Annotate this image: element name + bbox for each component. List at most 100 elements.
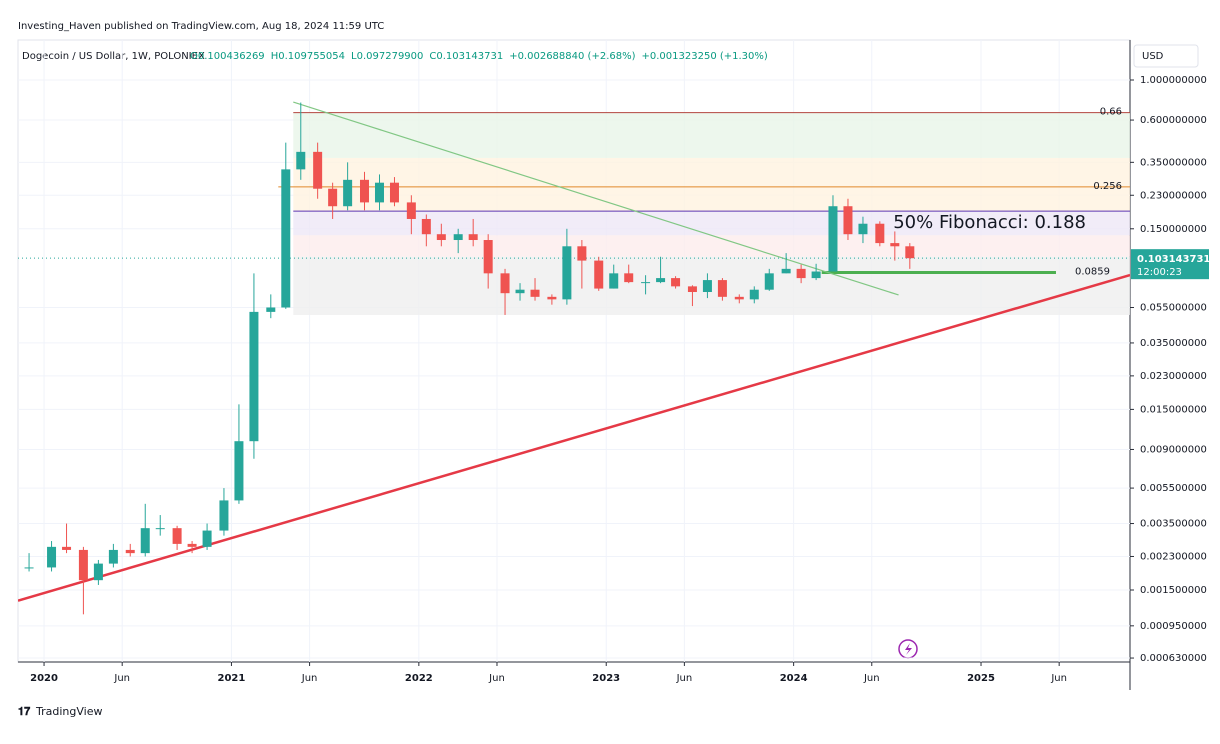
candle-body <box>717 280 727 297</box>
candle-body <box>406 202 416 219</box>
candle-body <box>515 289 525 294</box>
candle-body <box>562 246 572 300</box>
candle-body <box>108 549 118 564</box>
y-tick-label: 0.350000000 <box>1140 157 1207 168</box>
fib-zone <box>293 112 1130 158</box>
y-tick-label: 0.023000000 <box>1140 371 1207 382</box>
x-tick-label: 2023 <box>592 673 620 684</box>
ohlc-field: L0.097279900 <box>351 51 423 62</box>
candle-body <box>905 246 915 259</box>
candle-body <box>641 282 651 284</box>
candle-body <box>594 260 604 289</box>
candle-body <box>702 280 712 293</box>
y-tick-label: 0.600000000 <box>1140 115 1207 126</box>
candle-body <box>530 289 540 297</box>
candle-body <box>249 311 259 442</box>
published-line: Investing_Haven published on TradingView… <box>18 21 384 32</box>
candle-body <box>671 278 681 287</box>
x-tick-label: Jun <box>1050 673 1067 684</box>
candle-body <box>453 234 463 241</box>
candle-body <box>875 223 885 244</box>
candle-body <box>62 546 72 550</box>
chart-title: Dogecoin / US Dollar, 1W, POLONIEX <box>22 51 205 62</box>
fib-zone <box>293 157 1130 212</box>
ohlc-field: +0.002688840 (+2.68%) <box>509 51 635 62</box>
candle-body <box>359 179 369 203</box>
x-tick-label: Jun <box>301 673 318 684</box>
last-price-label: 0.103143731 <box>1137 254 1210 265</box>
ohlc-field: H0.109755054 <box>271 51 345 62</box>
candle-body <box>843 206 853 235</box>
candle-body <box>172 528 182 544</box>
fib-zone <box>293 235 1130 257</box>
ohlc-field: +0.001323250 (+1.30%) <box>642 51 768 62</box>
fib-zone <box>293 211 1130 236</box>
candle-body <box>764 273 774 290</box>
y-tick-label: 0.005500000 <box>1140 483 1207 494</box>
trend-line <box>293 101 899 296</box>
candle-body <box>811 271 821 279</box>
candle-body <box>24 567 34 569</box>
candle-body <box>155 528 165 530</box>
y-tick-label: 0.035000000 <box>1140 338 1207 349</box>
plot-layer <box>18 40 1130 662</box>
currency: USD <box>1142 51 1164 62</box>
y-tick-label: 1.000000000 <box>1140 75 1207 86</box>
candle-body <box>140 528 150 554</box>
x-tick-label: 2021 <box>218 673 246 684</box>
candle-body <box>890 243 900 247</box>
candle-body <box>389 182 399 203</box>
brand[interactable]: TradingView <box>35 705 102 718</box>
candle-body <box>219 500 229 531</box>
candle-body <box>296 151 306 170</box>
y-tick-label: 0.230000000 <box>1140 190 1207 201</box>
fib-level-label: 0.256 <box>1093 181 1122 192</box>
y-tick-label: 0.002300000 <box>1140 551 1207 562</box>
x-tick-label: Jun <box>863 673 880 684</box>
x-tick-label: Jun <box>488 673 505 684</box>
candle-body <box>500 273 510 294</box>
x-tick-label: 2025 <box>967 673 995 684</box>
candle-body <box>343 179 353 207</box>
y-tick-label: 0.015000000 <box>1140 404 1207 415</box>
candle-body <box>796 268 806 279</box>
candle-body <box>781 268 791 274</box>
candle-body <box>734 296 744 300</box>
y-tick-label: 0.001500000 <box>1140 585 1207 596</box>
candle-body <box>687 286 697 293</box>
candle-body <box>421 218 431 235</box>
x-tick-label: 2020 <box>30 673 58 684</box>
y-tick-label: 0.000630000 <box>1140 653 1207 664</box>
x-tick-label: Jun <box>676 673 693 684</box>
y-tick-label: 0.055000000 <box>1140 302 1207 313</box>
brand-logo[interactable]: 𝟏𝟕 <box>18 705 31 718</box>
y-tick-label: 0.000950000 <box>1140 621 1207 632</box>
candle-body <box>47 546 57 568</box>
candle-body <box>468 234 478 241</box>
candle-body <box>281 169 291 308</box>
candle-body <box>187 543 197 547</box>
currency-box[interactable] <box>1133 44 1199 68</box>
y-tick-label: 0.150000000 <box>1140 224 1207 235</box>
y-tick-label: 0.009000000 <box>1140 444 1207 455</box>
candle-body <box>328 188 338 207</box>
fib-annotation: 50% Fibonacci: 0.188 <box>893 212 1086 233</box>
candle-body <box>78 549 88 581</box>
candle-body <box>483 240 493 274</box>
y-tick-label: 0.003500000 <box>1140 519 1207 530</box>
ohlc-field: O0.100436269 <box>190 51 265 62</box>
ohlc-readout: O0.100436269 H0.109755054 L0.097279900 C0.1… <box>190 51 768 62</box>
ohlc-field: C0.103143731 <box>429 51 503 62</box>
candle-body <box>125 549 135 554</box>
candle-body <box>656 278 666 283</box>
candle-body <box>436 234 446 241</box>
event-icon-bolt <box>905 643 912 655</box>
x-tick-label: 2022 <box>405 673 433 684</box>
fib-level-label: 0.0859 <box>1075 267 1110 278</box>
candle-body <box>749 289 759 300</box>
fib-level-label: 0.66 <box>1100 107 1122 118</box>
candle-body <box>202 530 212 547</box>
countdown-label: 12:00:23 <box>1137 267 1182 278</box>
candle-body <box>858 223 868 235</box>
